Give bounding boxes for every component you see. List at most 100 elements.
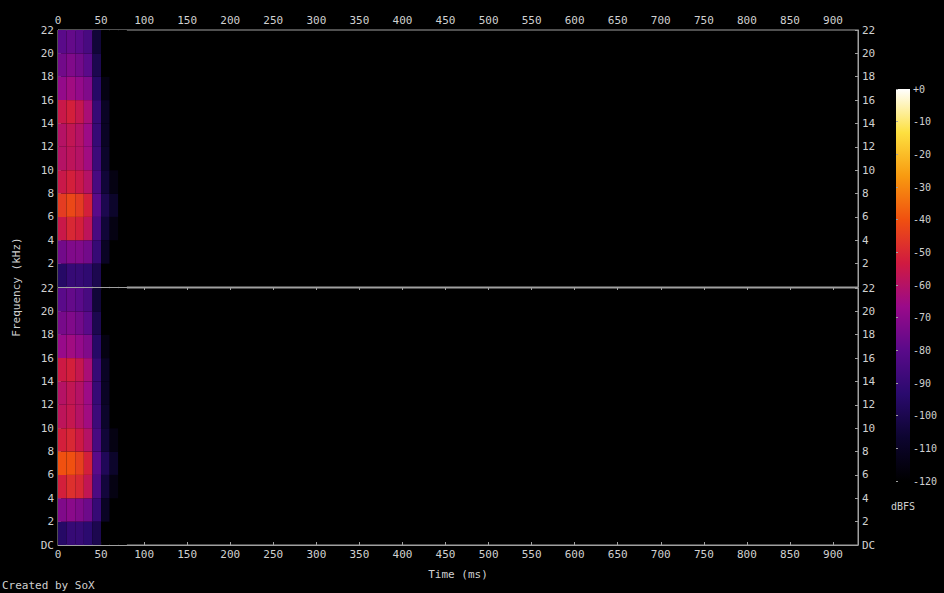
svg-text:-50: -50 [913, 247, 931, 258]
svg-text:22: 22 [862, 24, 875, 37]
svg-text:Created by SoX: Created by SoX [2, 579, 95, 592]
svg-text:750: 750 [694, 548, 714, 561]
svg-text:550: 550 [522, 14, 542, 27]
svg-text:18: 18 [862, 328, 875, 341]
svg-text:dBFS: dBFS [891, 501, 915, 512]
svg-text:2: 2 [862, 515, 869, 528]
svg-text:500: 500 [479, 14, 499, 27]
svg-text:650: 650 [608, 14, 628, 27]
svg-text:900: 900 [823, 548, 843, 561]
svg-text:650: 650 [608, 548, 628, 561]
svg-text:DC: DC [41, 539, 54, 552]
svg-text:850: 850 [780, 14, 800, 27]
svg-text:8: 8 [47, 187, 54, 200]
svg-text:18: 18 [41, 328, 54, 341]
svg-text:600: 600 [565, 548, 585, 561]
svg-text:400: 400 [393, 548, 413, 561]
svg-text:4: 4 [862, 492, 869, 505]
svg-text:-90: -90 [913, 378, 931, 389]
svg-text:450: 450 [436, 14, 456, 27]
svg-text:DC: DC [862, 539, 875, 552]
svg-text:2: 2 [862, 257, 869, 270]
svg-text:800: 800 [737, 548, 757, 561]
svg-text:150: 150 [177, 14, 197, 27]
svg-text:16: 16 [41, 352, 54, 365]
svg-text:400: 400 [393, 14, 413, 27]
svg-text:20: 20 [862, 47, 875, 60]
svg-text:850: 850 [780, 548, 800, 561]
svg-text:18: 18 [41, 70, 54, 83]
svg-text:+0: +0 [913, 84, 925, 95]
svg-text:300: 300 [306, 548, 326, 561]
svg-text:50: 50 [94, 548, 107, 561]
svg-text:450: 450 [436, 548, 456, 561]
svg-text:350: 350 [349, 14, 369, 27]
svg-text:Frequency (kHz): Frequency (kHz) [10, 237, 23, 336]
svg-text:300: 300 [306, 14, 326, 27]
svg-text:16: 16 [862, 352, 875, 365]
svg-text:10: 10 [862, 164, 875, 177]
svg-text:6: 6 [862, 468, 869, 481]
svg-text:4: 4 [47, 492, 54, 505]
svg-text:20: 20 [862, 305, 875, 318]
svg-text:20: 20 [41, 47, 54, 60]
svg-text:100: 100 [134, 14, 154, 27]
svg-text:6: 6 [862, 210, 869, 223]
svg-text:700: 700 [651, 14, 671, 27]
svg-text:22: 22 [41, 282, 54, 295]
svg-text:-70: -70 [913, 312, 931, 323]
svg-text:10: 10 [41, 422, 54, 435]
svg-text:10: 10 [41, 164, 54, 177]
svg-text:50: 50 [94, 14, 107, 27]
svg-text:-30: -30 [913, 182, 931, 193]
svg-text:550: 550 [522, 548, 542, 561]
svg-text:250: 250 [263, 548, 283, 561]
svg-text:14: 14 [862, 117, 876, 130]
svg-text:4: 4 [47, 234, 54, 247]
svg-text:-60: -60 [913, 280, 931, 291]
svg-text:Time (ms): Time (ms) [428, 568, 488, 581]
svg-text:200: 200 [220, 548, 240, 561]
svg-text:16: 16 [862, 94, 875, 107]
svg-text:18: 18 [862, 70, 875, 83]
svg-text:12: 12 [862, 398, 875, 411]
svg-text:8: 8 [47, 445, 54, 458]
svg-text:-100: -100 [913, 410, 937, 421]
svg-text:900: 900 [823, 14, 843, 27]
svg-text:150: 150 [177, 548, 197, 561]
svg-text:6: 6 [47, 468, 54, 481]
svg-text:8: 8 [862, 187, 869, 200]
svg-text:500: 500 [479, 548, 499, 561]
svg-text:16: 16 [41, 94, 54, 107]
svg-text:22: 22 [862, 282, 875, 295]
svg-text:12: 12 [862, 140, 875, 153]
svg-text:12: 12 [41, 398, 54, 411]
svg-text:14: 14 [41, 375, 55, 388]
svg-text:350: 350 [349, 548, 369, 561]
svg-text:-10: -10 [913, 116, 931, 127]
svg-text:8: 8 [862, 445, 869, 458]
svg-text:-120: -120 [913, 476, 937, 487]
svg-text:100: 100 [134, 548, 154, 561]
svg-text:14: 14 [41, 117, 55, 130]
svg-text:0: 0 [55, 14, 62, 27]
svg-text:2: 2 [47, 515, 54, 528]
svg-text:-110: -110 [913, 443, 937, 454]
svg-text:6: 6 [47, 210, 54, 223]
svg-text:2: 2 [47, 257, 54, 270]
svg-text:250: 250 [263, 14, 283, 27]
svg-text:14: 14 [862, 375, 876, 388]
svg-text:10: 10 [862, 422, 875, 435]
svg-text:0: 0 [55, 548, 62, 561]
svg-text:22: 22 [41, 24, 54, 37]
svg-text:750: 750 [694, 14, 714, 27]
svg-text:12: 12 [41, 140, 54, 153]
svg-text:20: 20 [41, 305, 54, 318]
svg-text:-40: -40 [913, 214, 931, 225]
svg-text:-80: -80 [913, 345, 931, 356]
svg-text:600: 600 [565, 14, 585, 27]
svg-text:800: 800 [737, 14, 757, 27]
svg-text:700: 700 [651, 548, 671, 561]
svg-text:200: 200 [220, 14, 240, 27]
svg-text:-20: -20 [913, 149, 931, 160]
